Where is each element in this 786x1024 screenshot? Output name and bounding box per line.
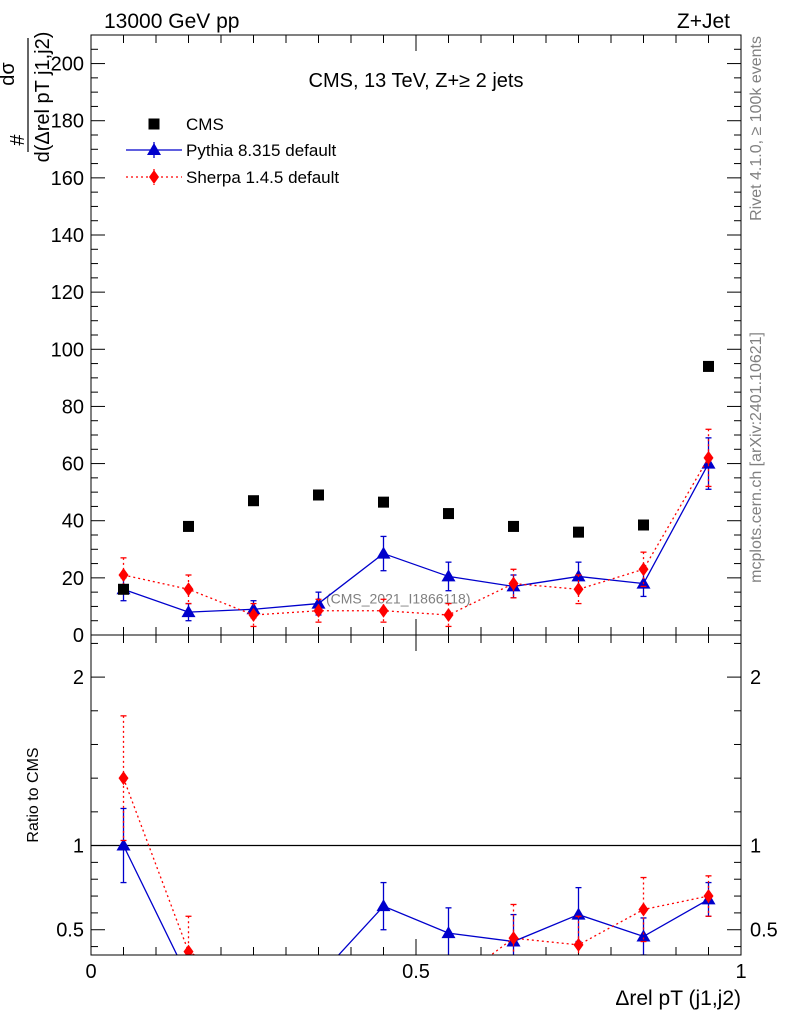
y-label-numerator: dσ: [0, 62, 19, 86]
main-y-tick-label: 40: [62, 511, 84, 533]
main-point-triangle: [181, 605, 196, 618]
cms-data-point: [183, 520, 194, 532]
main-point-diamond: [638, 562, 649, 577]
legend-marker: [148, 118, 160, 130]
ratio-point-triangle: [312, 970, 326, 982]
ratio-point-diamond: [183, 944, 194, 955]
legend-label: CMS: [186, 115, 224, 134]
cms-data-point: [703, 360, 714, 372]
ratio-panel: 0.5 0.51 12 20 0.5 1 Ratio to CMS Δrel pT (j1…: [25, 634, 778, 1010]
main-point-diamond: [378, 603, 389, 618]
cms-data-point: [573, 526, 584, 538]
x-tick-label: 0.5: [402, 961, 430, 983]
legend-marker: [149, 170, 159, 184]
cms-data-point: [638, 519, 649, 531]
side-label-top: Rivet 4.1.0, ≥ 100k events: [748, 36, 765, 221]
main-y-tick-label: 200: [51, 54, 84, 76]
legend-label: Pythia 8.315 default: [186, 141, 337, 160]
ratio-y-tick-label-right: 0.5: [750, 920, 778, 942]
legend: CMS Pythia 8.315 default Sherpa 1.4.5 defa…: [126, 115, 339, 187]
main-series-line: [123, 463, 710, 613]
x-tick-label: 1: [735, 961, 746, 983]
ratio-y-axis-label: Ratio to CMS: [25, 747, 42, 842]
x-axis-label-text: Δrel pT (j1,j2): [615, 987, 741, 1010]
main-point-triangle: [376, 546, 391, 559]
ratio-point-triangle: [571, 907, 586, 920]
cms-data-point: [443, 508, 454, 520]
cms-data-point: [248, 495, 259, 507]
main-point-diamond: [443, 608, 454, 622]
ratio-y-tick-label-right: 2: [750, 667, 761, 689]
main-point-diamond: [703, 450, 714, 465]
y-label-group: # dσ d(Δrel pT j1,j2): [0, 32, 54, 163]
x-tick-label: 0: [85, 961, 96, 983]
main-series-line: [123, 457, 710, 616]
ratio-point-triangle: [376, 899, 391, 912]
y-label-denominator: d(Δrel pT j1,j2): [32, 32, 54, 163]
ratio-y-tick-label: 1: [73, 836, 84, 858]
ratio-point-diamond: [118, 771, 129, 786]
main-y-tick-label: 0: [73, 625, 84, 647]
ratio-point-triangle: [247, 975, 261, 987]
ratio-point-triangle: [636, 929, 651, 942]
cms-data-point: [118, 583, 129, 595]
ratio-point-diamond: [638, 902, 649, 917]
ratio-point-diamond: [444, 980, 454, 994]
side-label-bottom: mcplots.cern.ch [arXiv:2401.10621]: [748, 332, 765, 583]
ratio-y-tick-label: 2: [73, 667, 84, 689]
cms-data-point: [508, 520, 519, 532]
main-point-diamond: [313, 603, 324, 618]
cms-data-point: [313, 489, 324, 501]
ratio-point-diamond: [249, 982, 259, 996]
ratio-point-diamond: [573, 937, 584, 952]
main-title: CMS, 13 TeV, Z+≥ 2 jets: [309, 70, 524, 92]
main-y-tick-label: 20: [62, 568, 84, 590]
main-point-triangle: [311, 596, 326, 609]
main-point-diamond: [573, 582, 584, 597]
ratio-point-triangle: [182, 972, 196, 984]
ratio-point-triangle: [116, 838, 131, 851]
ratio-point-triangle: [441, 926, 456, 939]
ratio-point-diamond: [379, 977, 389, 991]
header-left: 13000 GeV pp: [104, 10, 239, 33]
ratio-series-line: [122, 845, 709, 955]
main-point-diamond: [248, 608, 259, 622]
main-point-diamond: [118, 568, 129, 582]
ratio-series-line: [122, 777, 709, 955]
cms-data-point: [378, 496, 389, 508]
ratio-point-diamond: [703, 889, 714, 904]
main-y-tick-label: 180: [51, 111, 84, 133]
legend-label: Sherpa 1.4.5 default: [186, 168, 339, 187]
main-y-tick-label: 120: [51, 282, 84, 304]
main-point-diamond: [508, 576, 519, 591]
ratio-point-diamond: [508, 931, 519, 946]
main-point-triangle: [441, 569, 456, 582]
main-y-axis-label: # dσ d(Δrel pT j1,j2): [0, 32, 54, 163]
main-y-tick-label: 160: [51, 168, 84, 190]
ratio-y-tick-label-right: 1: [750, 836, 761, 858]
main-y-tick-label: 140: [51, 225, 84, 247]
main-y-tick-label: 80: [62, 396, 84, 418]
ratio-y-tick-label: 0.5: [56, 920, 84, 942]
legend-marker: [147, 143, 161, 155]
header-right: Z+Jet: [677, 10, 730, 33]
main-panel: 0 20 40 60 80 100 120 140 160 180 200 (CMS_2021_I1…: [0, 32, 742, 647]
ratio-frame: [90, 634, 742, 956]
watermark: (CMS_2021_I1866118): [326, 591, 471, 607]
main-point-diamond: [183, 582, 194, 597]
x-axis-label: Δrel pT (j1,j2): [615, 987, 741, 1010]
y-label-hash: #: [7, 134, 29, 146]
main-y-tick-label: 60: [62, 454, 84, 476]
ratio-point-diamond: [314, 978, 324, 992]
main-y-tick-label: 100: [51, 339, 84, 361]
